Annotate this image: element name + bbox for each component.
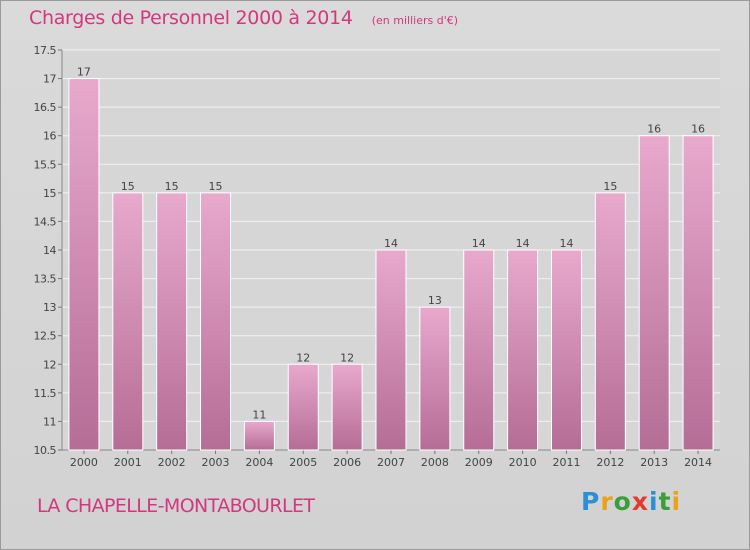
proxiti-logo: Proxiti (581, 487, 681, 516)
data-label: 12 (296, 351, 310, 364)
y-tick-label: 17 (43, 73, 56, 86)
x-tick-label: 2008 (421, 456, 449, 469)
logo-letter: i (649, 487, 659, 516)
x-tick-label: 2012 (596, 456, 624, 469)
x-tick-label: 2000 (70, 456, 98, 469)
y-tick-label: 13 (43, 301, 56, 314)
data-label: 11 (252, 408, 266, 421)
data-label: 15 (121, 180, 135, 193)
bar (243, 420, 275, 451)
logo-letter: t (658, 487, 672, 516)
x-tick-label: 2002 (158, 456, 186, 469)
y-tick-label: 15.5 (34, 158, 57, 171)
bars (68, 78, 714, 451)
x-tick-label: 2004 (245, 456, 273, 469)
logo-letter: i (671, 487, 682, 516)
data-label: 14 (384, 237, 398, 250)
data-label: 15 (165, 180, 179, 193)
bar (550, 249, 582, 451)
x-tick-label: 2013 (640, 456, 668, 469)
y-tick-label: 16.5 (34, 101, 57, 114)
x-tick-label: 2014 (684, 456, 712, 469)
y-tick-label: 14 (43, 244, 56, 257)
logo-letter: o (613, 487, 632, 516)
bar (156, 192, 188, 451)
y-tick-label: 16 (43, 130, 56, 143)
y-tick-label: 17.5 (34, 44, 57, 57)
logo-letter: r (600, 487, 614, 516)
y-tick-label: 10.5 (34, 444, 57, 457)
x-tick-label: 2003 (202, 456, 230, 469)
chart-title: Charges de Personnel 2000 à 2014 (29, 7, 353, 29)
bar (68, 78, 100, 451)
bar (287, 363, 319, 451)
x-tick-label: 2005 (289, 456, 317, 469)
bar (419, 306, 451, 451)
data-label: 14 (472, 237, 486, 250)
bar (375, 249, 407, 451)
bar (594, 192, 626, 451)
data-label: 14 (559, 237, 573, 250)
title-row: Charges de Personnel 2000 à 2014 (en mil… (29, 7, 458, 29)
y-tick-label: 11 (43, 415, 56, 428)
x-tick-label: 2011 (552, 456, 580, 469)
bar (200, 192, 232, 451)
x-tick-label: 2001 (114, 456, 142, 469)
data-label: 14 (516, 237, 530, 250)
labels: 10.5 11 11.5 12 12.5 13 13.5 14 14.5 15 15.5 16 16.5… (34, 44, 713, 469)
y-tick-label: 15 (43, 187, 56, 200)
y-tick-label: 12.5 (34, 330, 57, 343)
x-tick-label: 2007 (377, 456, 405, 469)
bar (331, 363, 363, 451)
data-label: 17 (77, 66, 91, 79)
bar (112, 192, 144, 451)
data-label: 16 (691, 123, 705, 136)
data-label: 15 (603, 180, 617, 193)
bar (682, 135, 714, 451)
x-tick-label: 2009 (465, 456, 493, 469)
bar (507, 249, 539, 451)
x-tick-label: 2006 (333, 456, 361, 469)
bar (463, 249, 495, 451)
data-label: 16 (647, 123, 661, 136)
logo-letter: x (631, 487, 649, 516)
y-tick-label: 13.5 (34, 273, 57, 286)
logo-letter: P (581, 487, 601, 516)
y-tick-label: 12 (43, 358, 56, 371)
y-tick-label: 11.5 (34, 387, 57, 400)
data-label: 13 (428, 294, 442, 307)
chart-subtitle: (en milliers d'€) (371, 14, 459, 27)
bar (638, 135, 670, 451)
data-label: 15 (209, 180, 223, 193)
y-tick-label: 14.5 (34, 215, 57, 228)
data-label: 12 (340, 351, 354, 364)
location-label: LA CHAPELLE-MONTABOURLET (37, 495, 315, 517)
x-tick-label: 2010 (509, 456, 537, 469)
